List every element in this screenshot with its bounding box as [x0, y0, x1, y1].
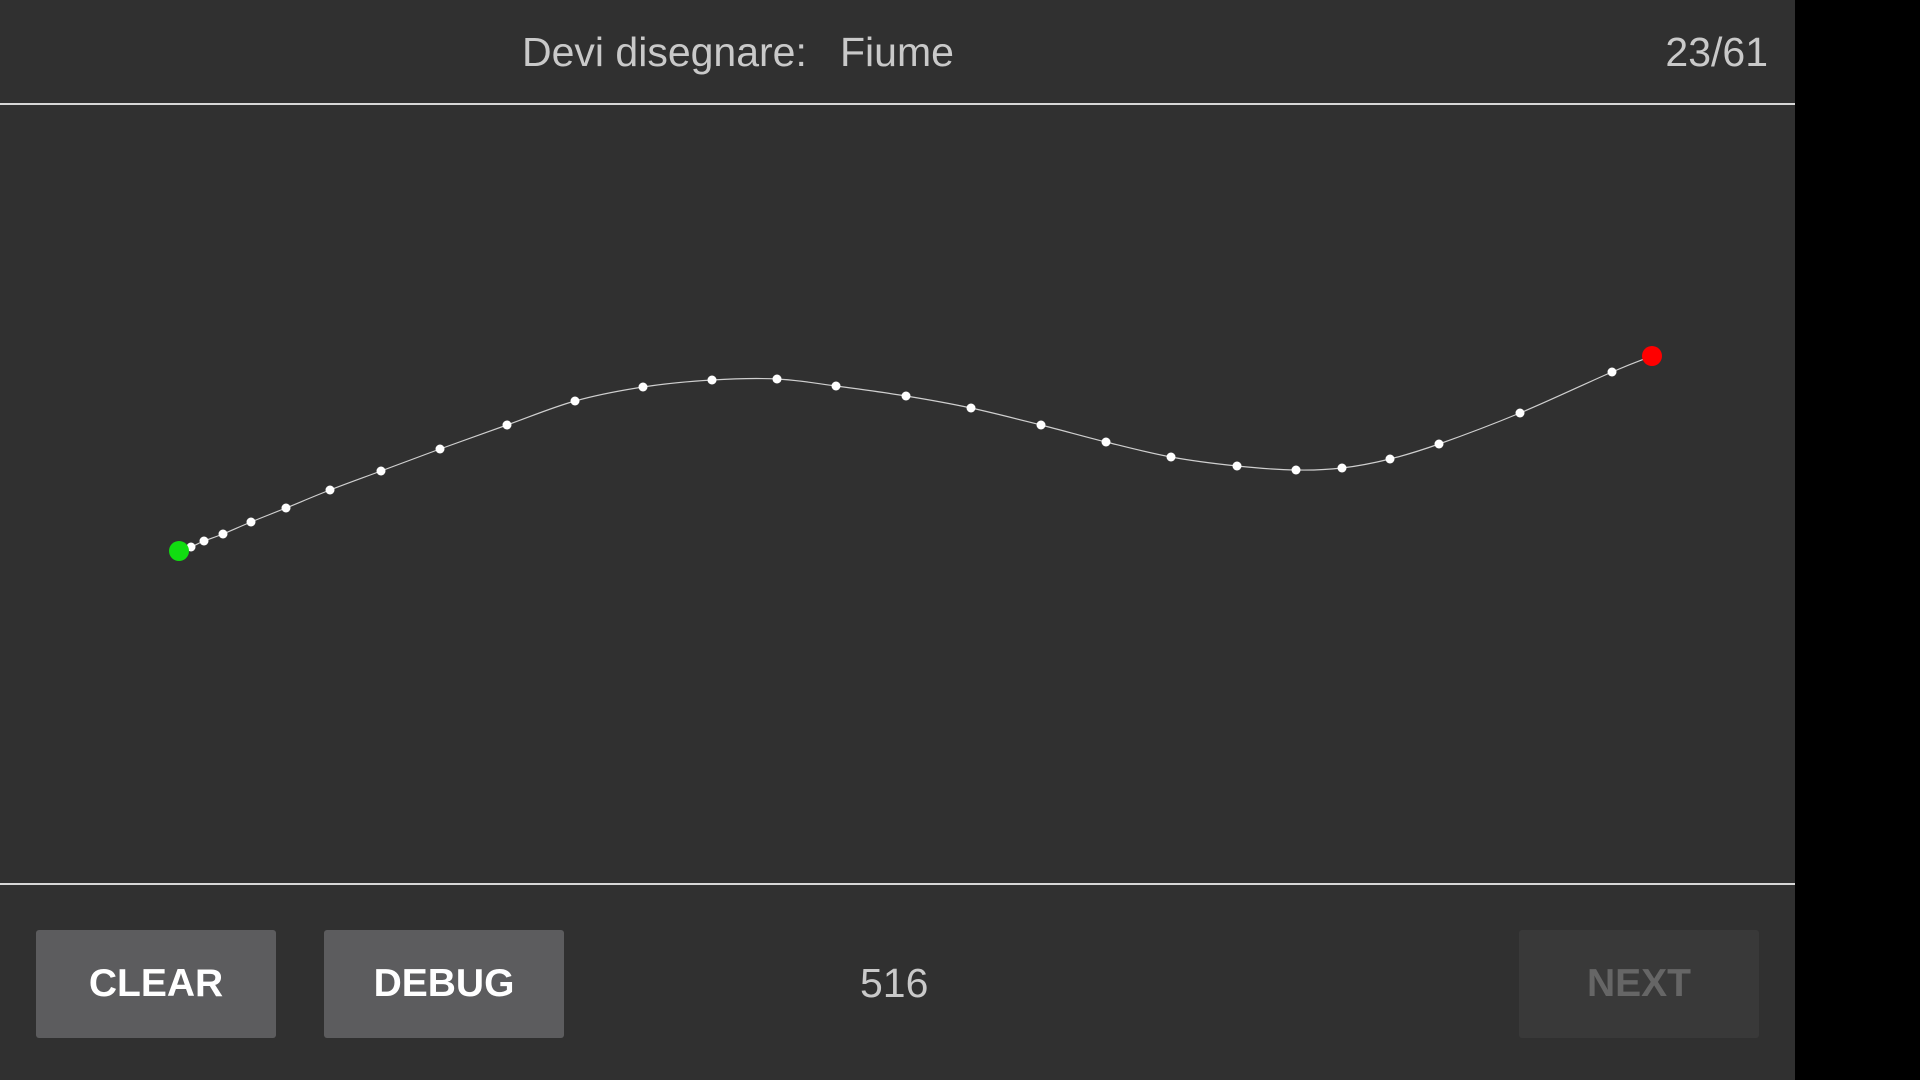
stroke-point [772, 374, 782, 384]
drawing-canvas[interactable] [0, 105, 1795, 885]
score-value: 516 [860, 960, 929, 1006]
stroke-point [1607, 367, 1617, 377]
stroke-point [707, 375, 717, 385]
stroke-point [570, 396, 580, 406]
stroke-point [1337, 463, 1347, 473]
stroke-point [281, 503, 291, 513]
prompt-word: Fiume [840, 29, 954, 75]
stroke-point [1101, 437, 1111, 447]
stroke-point [1515, 408, 1525, 418]
stroke-point [218, 529, 228, 539]
stroke-point [901, 391, 911, 401]
stroke-point [1166, 452, 1176, 462]
next-button[interactable]: NEXT [1519, 930, 1759, 1038]
stroke-point [376, 466, 386, 476]
stroke-point [638, 382, 648, 392]
stroke-points [186, 367, 1617, 552]
drawing-svg[interactable] [0, 105, 1795, 885]
stroke-point [325, 485, 335, 495]
stroke-point [831, 381, 841, 391]
stroke-point [966, 403, 976, 413]
stroke-point [502, 420, 512, 430]
screen-edge [1795, 0, 1920, 1080]
app-window: Devi disegnare: Fiume 23/61 CLEAR DEBUG … [0, 0, 1795, 1080]
stroke-point [246, 517, 256, 527]
stroke-point [1232, 461, 1242, 471]
progress-counter: 23/61 [1665, 29, 1768, 75]
prompt-label: Devi disegnare: [522, 29, 807, 75]
stroke-point [199, 536, 209, 546]
stroke-point [1434, 439, 1444, 449]
stroke-end-point [1642, 346, 1662, 366]
stroke-point [1291, 465, 1301, 475]
header-bar: Devi disegnare: Fiume 23/61 [0, 0, 1795, 105]
debug-button[interactable]: DEBUG [324, 930, 564, 1038]
drawn-stroke [178, 355, 1653, 552]
stroke-point [435, 444, 445, 454]
stroke-start-point [169, 541, 189, 561]
stroke-point [1036, 420, 1046, 430]
stroke-point [1385, 454, 1395, 464]
clear-button[interactable]: CLEAR [36, 930, 276, 1038]
